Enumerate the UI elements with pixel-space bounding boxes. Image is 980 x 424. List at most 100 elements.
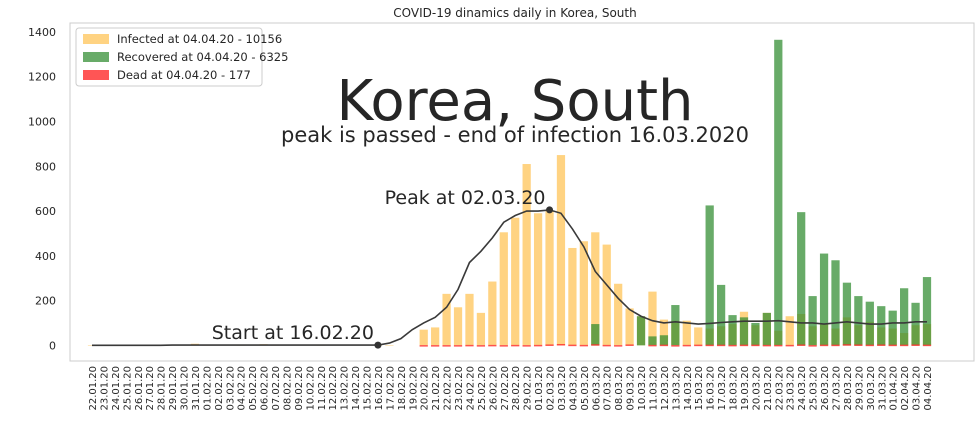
recovered-bar-27.03.20 [831, 260, 840, 346]
x-tick-label: 18.03.20 [729, 366, 740, 411]
x-tick-label: 04.04.20 [923, 366, 934, 411]
x-tick-label: 15.03.20 [694, 366, 705, 411]
x-tick-label: 22.03.20 [774, 366, 785, 411]
annotation-marker [546, 206, 554, 214]
y-tick-label: 600 [35, 205, 56, 218]
dead-bar-17.03.20 [716, 344, 726, 347]
recovered-bar-13.03.20 [671, 305, 680, 346]
y-tick-label: 800 [35, 160, 56, 173]
dead-bar-28.02.20 [511, 344, 520, 347]
x-tick-label: 21.03.20 [763, 366, 774, 411]
infected-bar-26.02.20 [488, 281, 497, 346]
recovered-bar-02.04.20 [900, 288, 909, 346]
x-tick-label: 17.02.20 [385, 366, 396, 411]
x-tick-label: 01.04.20 [889, 366, 900, 411]
dead-bar-29.02.20 [522, 345, 531, 347]
dead-bar-02.04.20 [900, 344, 909, 347]
x-tick-label: 02.02.20 [214, 366, 225, 411]
x-tick-label: 28.02.20 [511, 366, 522, 411]
x-tick-label: 21.02.20 [431, 366, 442, 411]
recovered-bar-03.04.20 [911, 302, 920, 346]
dead-bar-27.03.20 [831, 344, 840, 347]
x-tick-label: 24.02.20 [465, 366, 476, 411]
x-tick-label: 19.02.20 [408, 366, 419, 411]
x-tick-label: 12.02.20 [328, 366, 339, 411]
x-tick-label: 23.03.20 [786, 366, 797, 411]
x-tick-label: 31.03.20 [877, 366, 888, 411]
x-tick-label: 20.03.20 [751, 366, 762, 411]
x-tick-label: 24.03.20 [797, 366, 808, 411]
x-tick-label: 09.02.20 [294, 366, 305, 411]
infected-bar-21.02.20 [431, 327, 440, 346]
annotations: Peak at 02.03.20 Start at 16.02.20 [212, 187, 554, 349]
x-tick-label: 02.04.20 [900, 366, 911, 411]
y-tick-label: 1000 [28, 115, 56, 128]
x-tick-label: 12.03.20 [660, 366, 671, 411]
y-tick-label: 0 [49, 339, 56, 352]
x-tick-label: 16.02.20 [374, 366, 385, 411]
x-tick-label: 16.03.20 [706, 366, 717, 411]
subtitle: peak is passed - end of infection 16.03.… [281, 123, 749, 147]
y-axis-ticks: 0 200 400 600 800 1000 1200 1400 [28, 26, 56, 352]
dead-bar-25.03.20 [808, 345, 817, 347]
dead-bar-24.03.20 [797, 344, 806, 346]
dead-bar-23.02.20 [453, 345, 463, 347]
x-tick-label: 26.01.20 [134, 366, 145, 411]
x-tick-label: 01.03.20 [534, 366, 545, 411]
infected-bar-22.02.20 [442, 293, 451, 346]
dead-bar-01.03.20 [533, 344, 543, 347]
recovered-bar-17.03.20 [716, 284, 726, 346]
x-tick-label: 23.01.20 [99, 366, 110, 411]
annotation-marker [374, 341, 382, 349]
recovered-bar-22.03.20 [774, 39, 783, 346]
x-tick-label: 29.02.20 [523, 366, 534, 411]
infected-bar-28.02.20 [511, 217, 520, 346]
recovered-bar-21.03.20 [762, 312, 771, 346]
dead-bar-30.03.20 [865, 344, 874, 347]
x-tick-label: 15.02.20 [363, 366, 374, 411]
infected-bar-04.03.20 [568, 247, 577, 346]
x-tick-label: 24.01.20 [111, 366, 122, 411]
dead-bar-01.04.20 [888, 344, 897, 347]
x-tick-label: 13.02.20 [340, 366, 351, 411]
x-tick-label: 22.01.20 [88, 366, 99, 411]
legend-label-recovered: Recovered at 04.04.20 - 6325 [117, 50, 288, 64]
infected-bar-24.02.20 [465, 293, 474, 346]
dead-bar-29.03.20 [854, 344, 863, 346]
annotation-label: Start at 16.02.20 [212, 322, 374, 344]
x-axis-ticks: 22.01.20 23.01.20 24.01.20 25.01.20 26.01.20… [88, 366, 934, 411]
x-tick-label: 19.03.20 [740, 366, 751, 411]
dead-bar-02.03.20 [545, 344, 554, 346]
dead-bar-04.03.20 [568, 344, 577, 347]
infected-bar-23.02.20 [453, 307, 463, 346]
x-tick-label: 29.03.20 [854, 366, 865, 411]
legend-label-infected: Infected at 04.04.20 - 10156 [117, 32, 282, 46]
infected-bar-29.02.20 [522, 164, 531, 346]
dead-bar-08.03.20 [614, 345, 623, 347]
y-tick-label: 1200 [28, 71, 56, 84]
dead-bar-21.03.20 [762, 344, 771, 347]
infected-bar-05.03.20 [579, 241, 588, 346]
trend-line [92, 209, 927, 347]
x-tick-label: 26.02.20 [488, 366, 499, 411]
y-tick-label: 200 [35, 295, 56, 308]
x-tick-label: 17.03.20 [717, 366, 728, 411]
dead-bars [419, 343, 932, 347]
infected-bar-17.02.20 [385, 345, 394, 346]
legend-swatch-infected [83, 34, 109, 44]
infected-bar-27.02.20 [499, 232, 508, 346]
x-tick-label: 11.03.20 [648, 366, 659, 411]
recovered-bar-16.03.20 [705, 205, 714, 346]
infected-bar-14.03.20 [682, 320, 691, 346]
x-tick-label: 28.03.20 [843, 366, 854, 411]
legend: Infected at 04.04.20 - 10156 Recovered at… [75, 27, 288, 87]
x-tick-label: 25.01.20 [122, 366, 133, 411]
recovered-bar-01.04.20 [888, 310, 897, 346]
infected-bar-25.02.20 [476, 312, 486, 346]
dead-bar-27.02.20 [499, 345, 508, 347]
x-tick-label: 01.02.20 [202, 366, 213, 411]
x-tick-label: 18.02.20 [397, 366, 408, 411]
dead-bar-07.03.20 [602, 344, 611, 347]
x-tick-label: 06.02.20 [260, 366, 271, 411]
